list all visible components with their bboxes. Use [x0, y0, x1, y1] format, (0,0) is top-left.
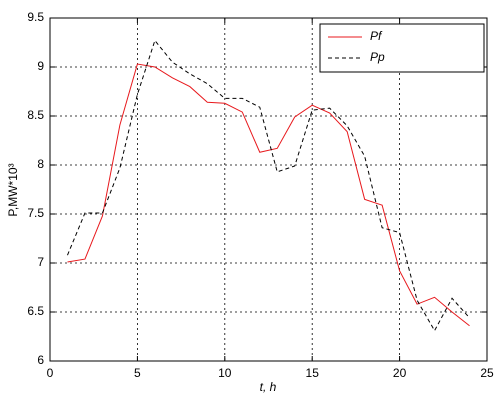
y-tick-label: 7 [37, 255, 44, 269]
y-tick-label: 6.5 [27, 304, 44, 318]
plot-frame [49, 17, 488, 362]
data-line [67, 63, 470, 327]
x-axis-label: t, h [260, 380, 277, 394]
y-tick-label: 8 [37, 157, 44, 171]
y-tick-label: 8.5 [27, 108, 44, 122]
y-axis-label: P,MW*10³ [6, 163, 20, 216]
x-tick-label: 5 [134, 366, 141, 380]
y-tick-label: 6 [37, 353, 44, 367]
y-tick-label: 9 [37, 59, 44, 73]
y-tick-label: 7.5 [27, 206, 44, 220]
x-tick-label: 10 [218, 366, 232, 380]
x-tick-label: 25 [480, 366, 494, 380]
legend-box [319, 23, 485, 73]
y-tick-label: 9.5 [27, 10, 44, 24]
legend-label: Pf [370, 29, 383, 43]
x-tick-label: 0 [47, 366, 54, 380]
x-tick-label: 20 [393, 366, 407, 380]
legend-label: Pp [370, 50, 385, 64]
x-tick-label: 15 [306, 366, 320, 380]
